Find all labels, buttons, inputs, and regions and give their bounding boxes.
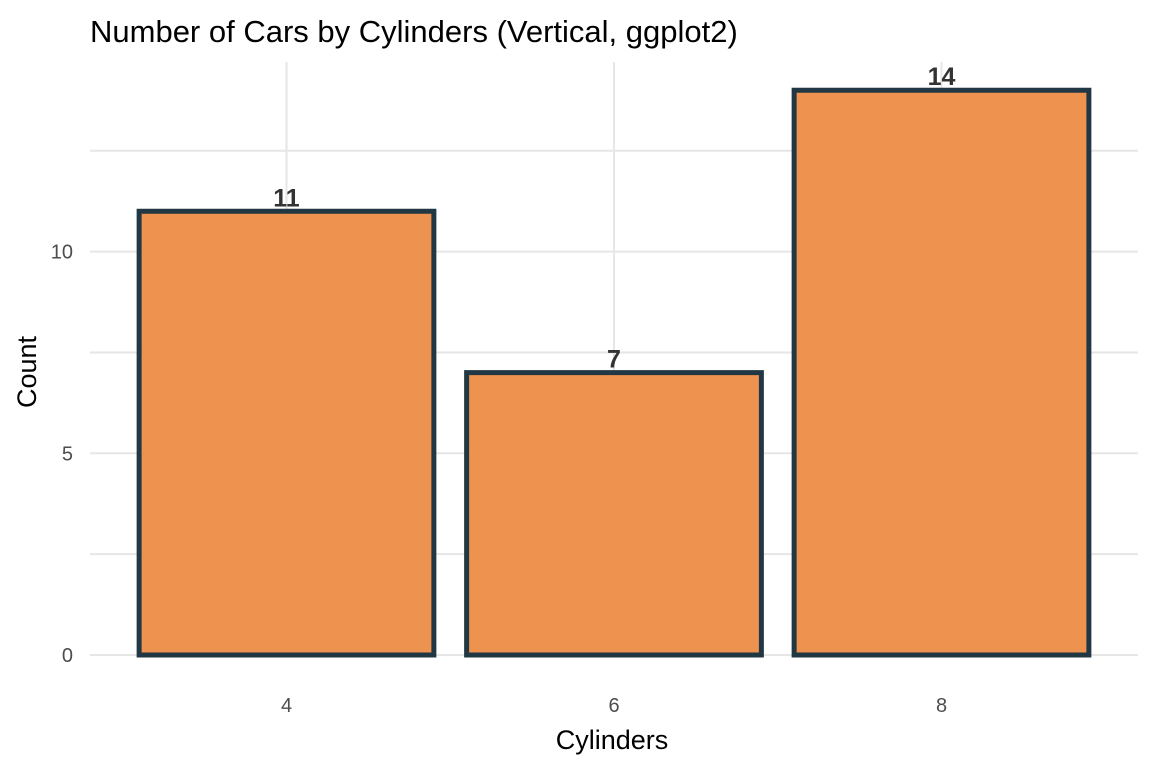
y-axis-title: Count — [12, 335, 42, 408]
chart-title: Number of Cars by Cylinders (Vertical, g… — [90, 14, 738, 49]
data-label-layer: 11 7 14 — [273, 63, 955, 373]
bar-layer — [136, 87, 1092, 658]
x-axis-title: Cylinders — [556, 725, 669, 755]
y-tick-label: 5 — [62, 443, 73, 465]
bar — [791, 87, 1092, 658]
bar-data-label: 11 — [273, 184, 300, 212]
x-tick-label: 8 — [936, 695, 947, 717]
x-tick-label: 4 — [281, 695, 292, 717]
y-tick-label: 10 — [51, 242, 73, 264]
bar — [464, 370, 764, 658]
bar-data-label: 7 — [607, 346, 621, 374]
x-tick-label: 6 — [608, 695, 619, 717]
bar — [136, 208, 437, 658]
bar-data-label: 14 — [928, 63, 956, 91]
tick-label-layer: 0 5 10 4 6 8 — [51, 242, 947, 717]
y-tick-label: 0 — [62, 645, 73, 667]
